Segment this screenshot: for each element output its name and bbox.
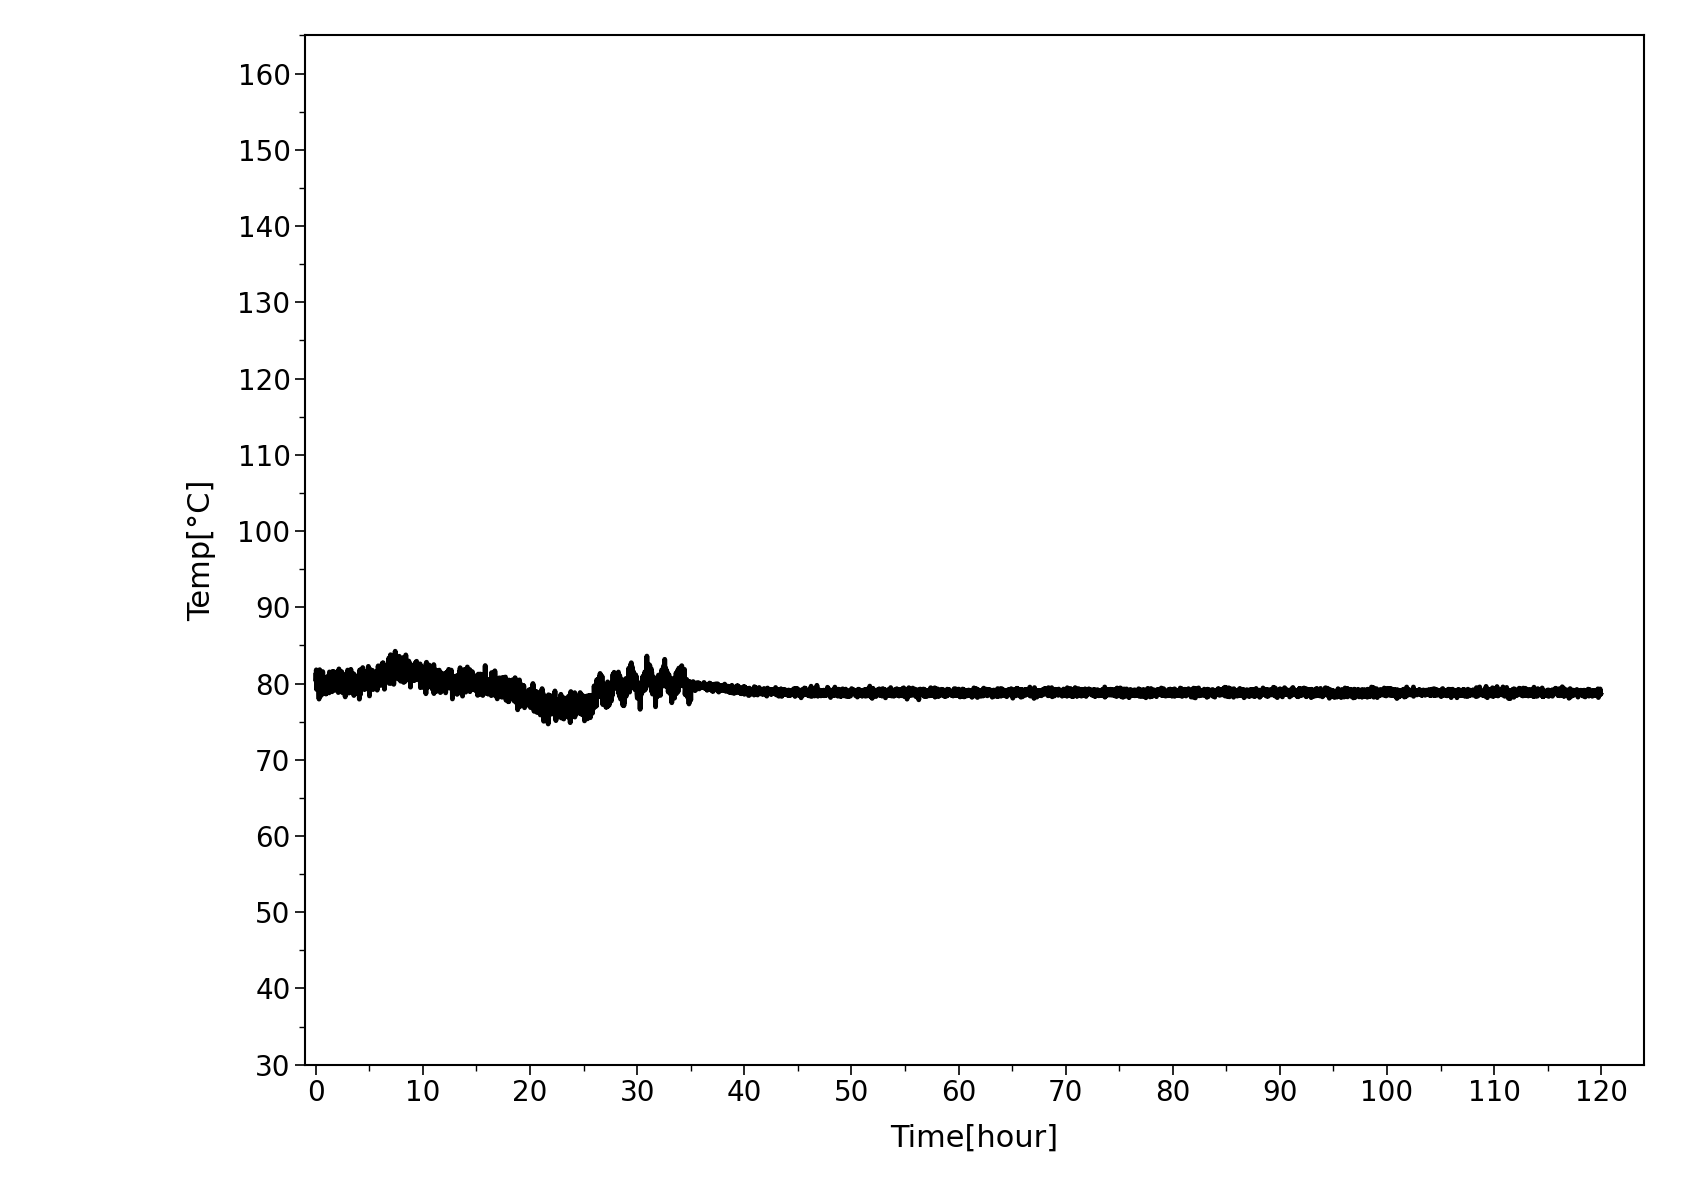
X-axis label: Time[hour]: Time[hour] [890,1124,1059,1153]
Y-axis label: Temp[°C]: Temp[°C] [188,479,217,621]
